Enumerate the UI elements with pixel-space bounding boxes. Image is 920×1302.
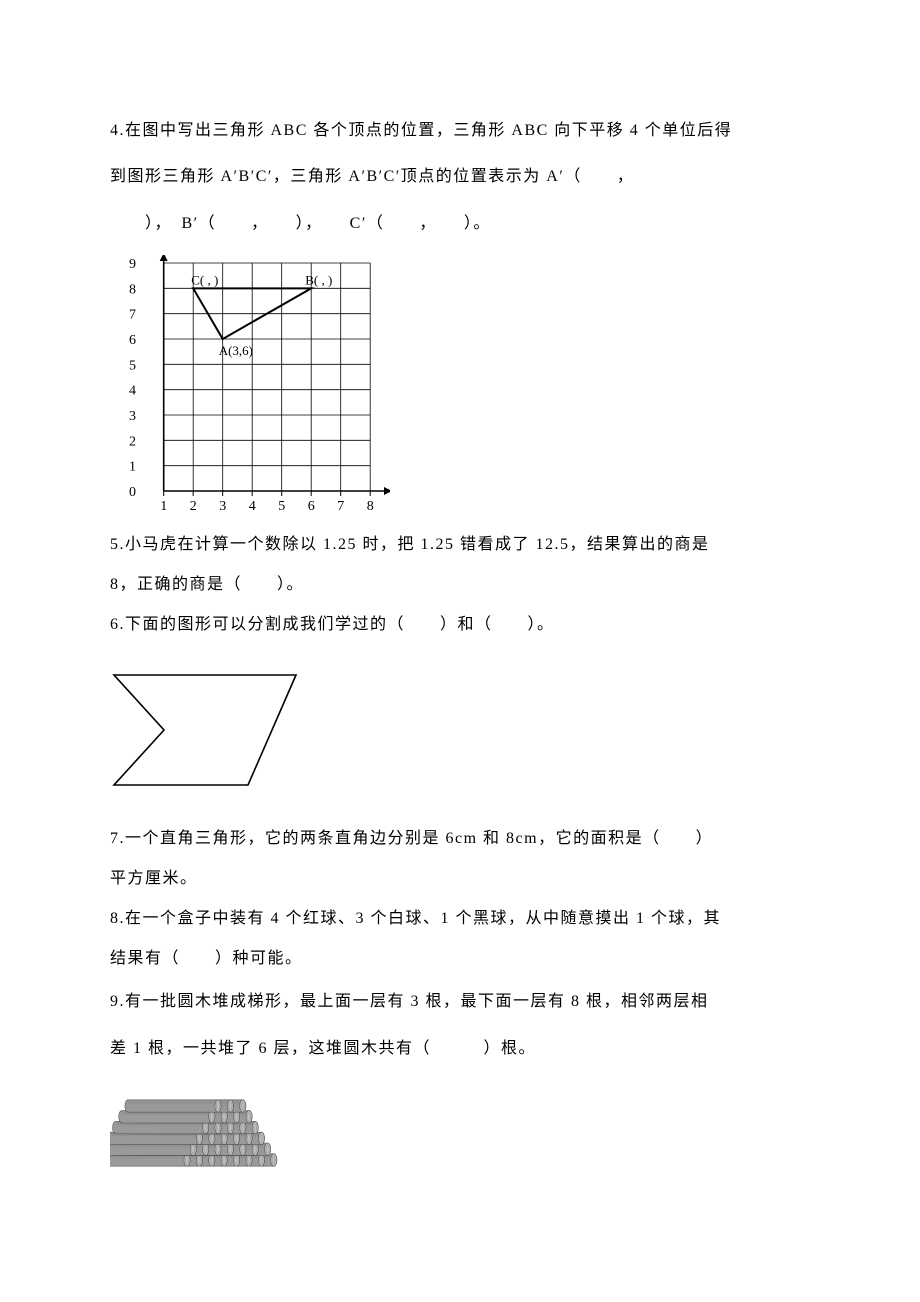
svg-text:5: 5 (129, 359, 136, 374)
svg-text:0: 0 (129, 485, 136, 500)
svg-text:A(3,6): A(3,6) (219, 343, 253, 358)
q7-line2: 平方厘米。 (110, 867, 810, 891)
svg-text:5: 5 (278, 499, 285, 514)
svg-text:8: 8 (367, 499, 374, 514)
svg-text:3: 3 (219, 499, 226, 514)
svg-text:2: 2 (129, 435, 136, 450)
svg-text:C( , ): C( , ) (191, 273, 218, 288)
svg-text:7: 7 (129, 308, 136, 323)
q7-line1: 7.一个直角三角形，它的两条直角边分别是 6cm 和 8cm，它的面积是（ ） (110, 827, 810, 851)
q4-line1: 4.在图中写出三角形 ABC 各个顶点的位置，三角形 ABC 向下平移 4 个单… (110, 116, 810, 146)
svg-text:6: 6 (308, 499, 315, 514)
q6-shape-figure (110, 671, 810, 793)
q9-pile-svg (110, 1090, 350, 1190)
svg-text:1: 1 (129, 460, 136, 475)
q4-grid-svg: 0 1 2 3 4 5 6 7 8 9 1 2 3 4 5 6 7 8 A(3,6) C( , ) B( , ) (110, 255, 390, 515)
svg-text:3: 3 (129, 409, 136, 424)
svg-text:B( , ): B( , ) (305, 273, 332, 288)
svg-text:4: 4 (249, 499, 256, 514)
q5-line2: 8，正确的商是（ ）。 (110, 573, 810, 597)
q8-line2: 结果有（ ）种可能。 (110, 947, 810, 971)
svg-text:9: 9 (129, 257, 136, 272)
svg-text:6: 6 (129, 333, 136, 348)
q4-grid-figure: 0 1 2 3 4 5 6 7 8 9 1 2 3 4 5 6 7 8 A(3,6) C( , ) B( , ) (110, 255, 810, 515)
q8-line1: 8.在一个盒子中装有 4 个红球、3 个白球、1 个黑球，从中随意摸出 1 个球… (110, 907, 810, 931)
q5-line1: 5.小马虎在计算一个数除以 1.25 时，把 1.25 错看成了 12.5，结果… (110, 533, 810, 557)
q9-line1: 9.有一批圆木堆成梯形，最上面一层有 3 根，最下面一层有 8 根，相邻两层相 (110, 987, 810, 1017)
svg-text:1: 1 (160, 499, 167, 514)
svg-text:2: 2 (190, 499, 197, 514)
q6-shape-svg (110, 671, 306, 793)
svg-text:4: 4 (129, 384, 136, 399)
q6-text: 6.下面的图形可以分割成我们学过的（ ）和（ ）。 (110, 613, 810, 637)
q4-line2: 到图形三角形 A′B′C′，三角形 A′B′C′顶点的位置表示为 A′（ ， (110, 162, 810, 192)
page: 4.在图中写出三角形 ABC 各个顶点的位置，三角形 ABC 向下平移 4 个单… (0, 0, 920, 1302)
svg-text:7: 7 (337, 499, 344, 514)
q9-line2: 差 1 根，一共堆了 6 层，这堆圆木共有（ ）根。 (110, 1034, 810, 1064)
q9-pile-figure (110, 1090, 810, 1190)
svg-text:8: 8 (129, 283, 136, 298)
q4-line3: ）， B′（ ， ）， C′（ ， ）。 (110, 209, 810, 239)
